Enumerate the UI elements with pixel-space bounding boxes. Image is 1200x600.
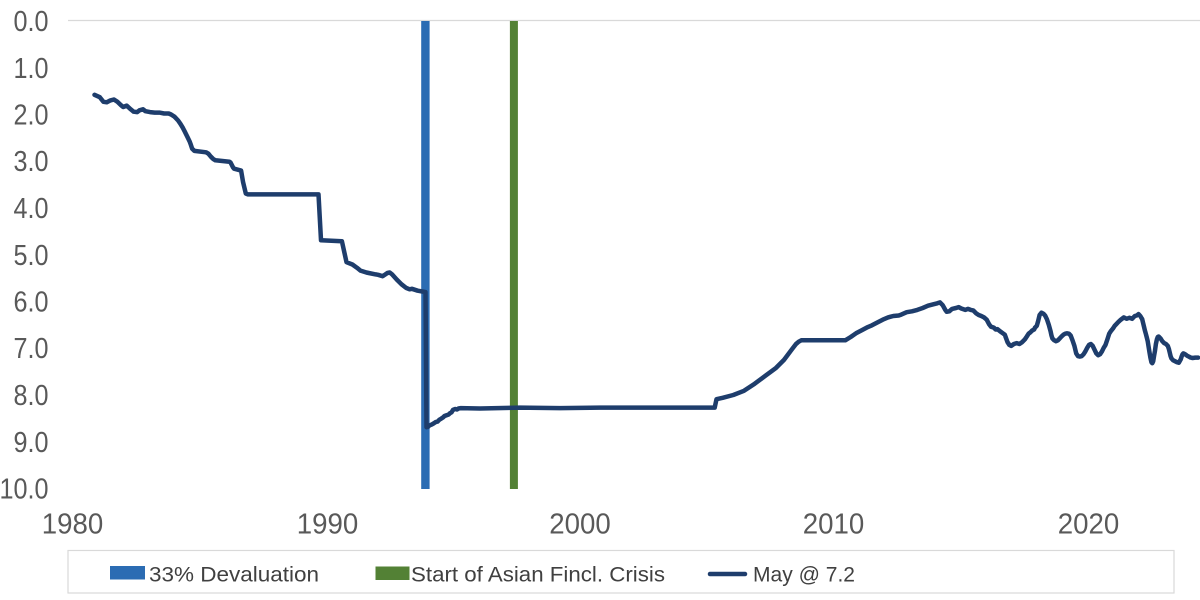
svg-text:2.0: 2.0 — [14, 100, 49, 132]
svg-text:9.0: 9.0 — [14, 427, 49, 459]
svg-text:33% Devaluation: 33% Devaluation — [149, 564, 319, 587]
svg-text:1980: 1980 — [42, 509, 104, 541]
svg-text:1.0: 1.0 — [14, 53, 49, 85]
svg-text:5.0: 5.0 — [14, 240, 49, 272]
svg-text:0.0: 0.0 — [14, 6, 49, 38]
svg-text:7.0: 7.0 — [14, 333, 49, 365]
svg-text:1990: 1990 — [297, 509, 359, 541]
svg-text:2010: 2010 — [803, 509, 865, 541]
svg-text:2000: 2000 — [549, 509, 611, 541]
svg-text:10.0: 10.0 — [0, 474, 49, 506]
svg-text:4.0: 4.0 — [14, 193, 49, 225]
svg-text:6.0: 6.0 — [14, 287, 49, 319]
svg-text:3.0: 3.0 — [14, 146, 49, 178]
svg-text:May @ 7.2: May @ 7.2 — [753, 564, 855, 587]
svg-text:Start of Asian Fincl. Crisis: Start of Asian Fincl. Crisis — [411, 564, 665, 587]
svg-text:8.0: 8.0 — [14, 380, 49, 412]
svg-text:2020: 2020 — [1058, 509, 1120, 541]
